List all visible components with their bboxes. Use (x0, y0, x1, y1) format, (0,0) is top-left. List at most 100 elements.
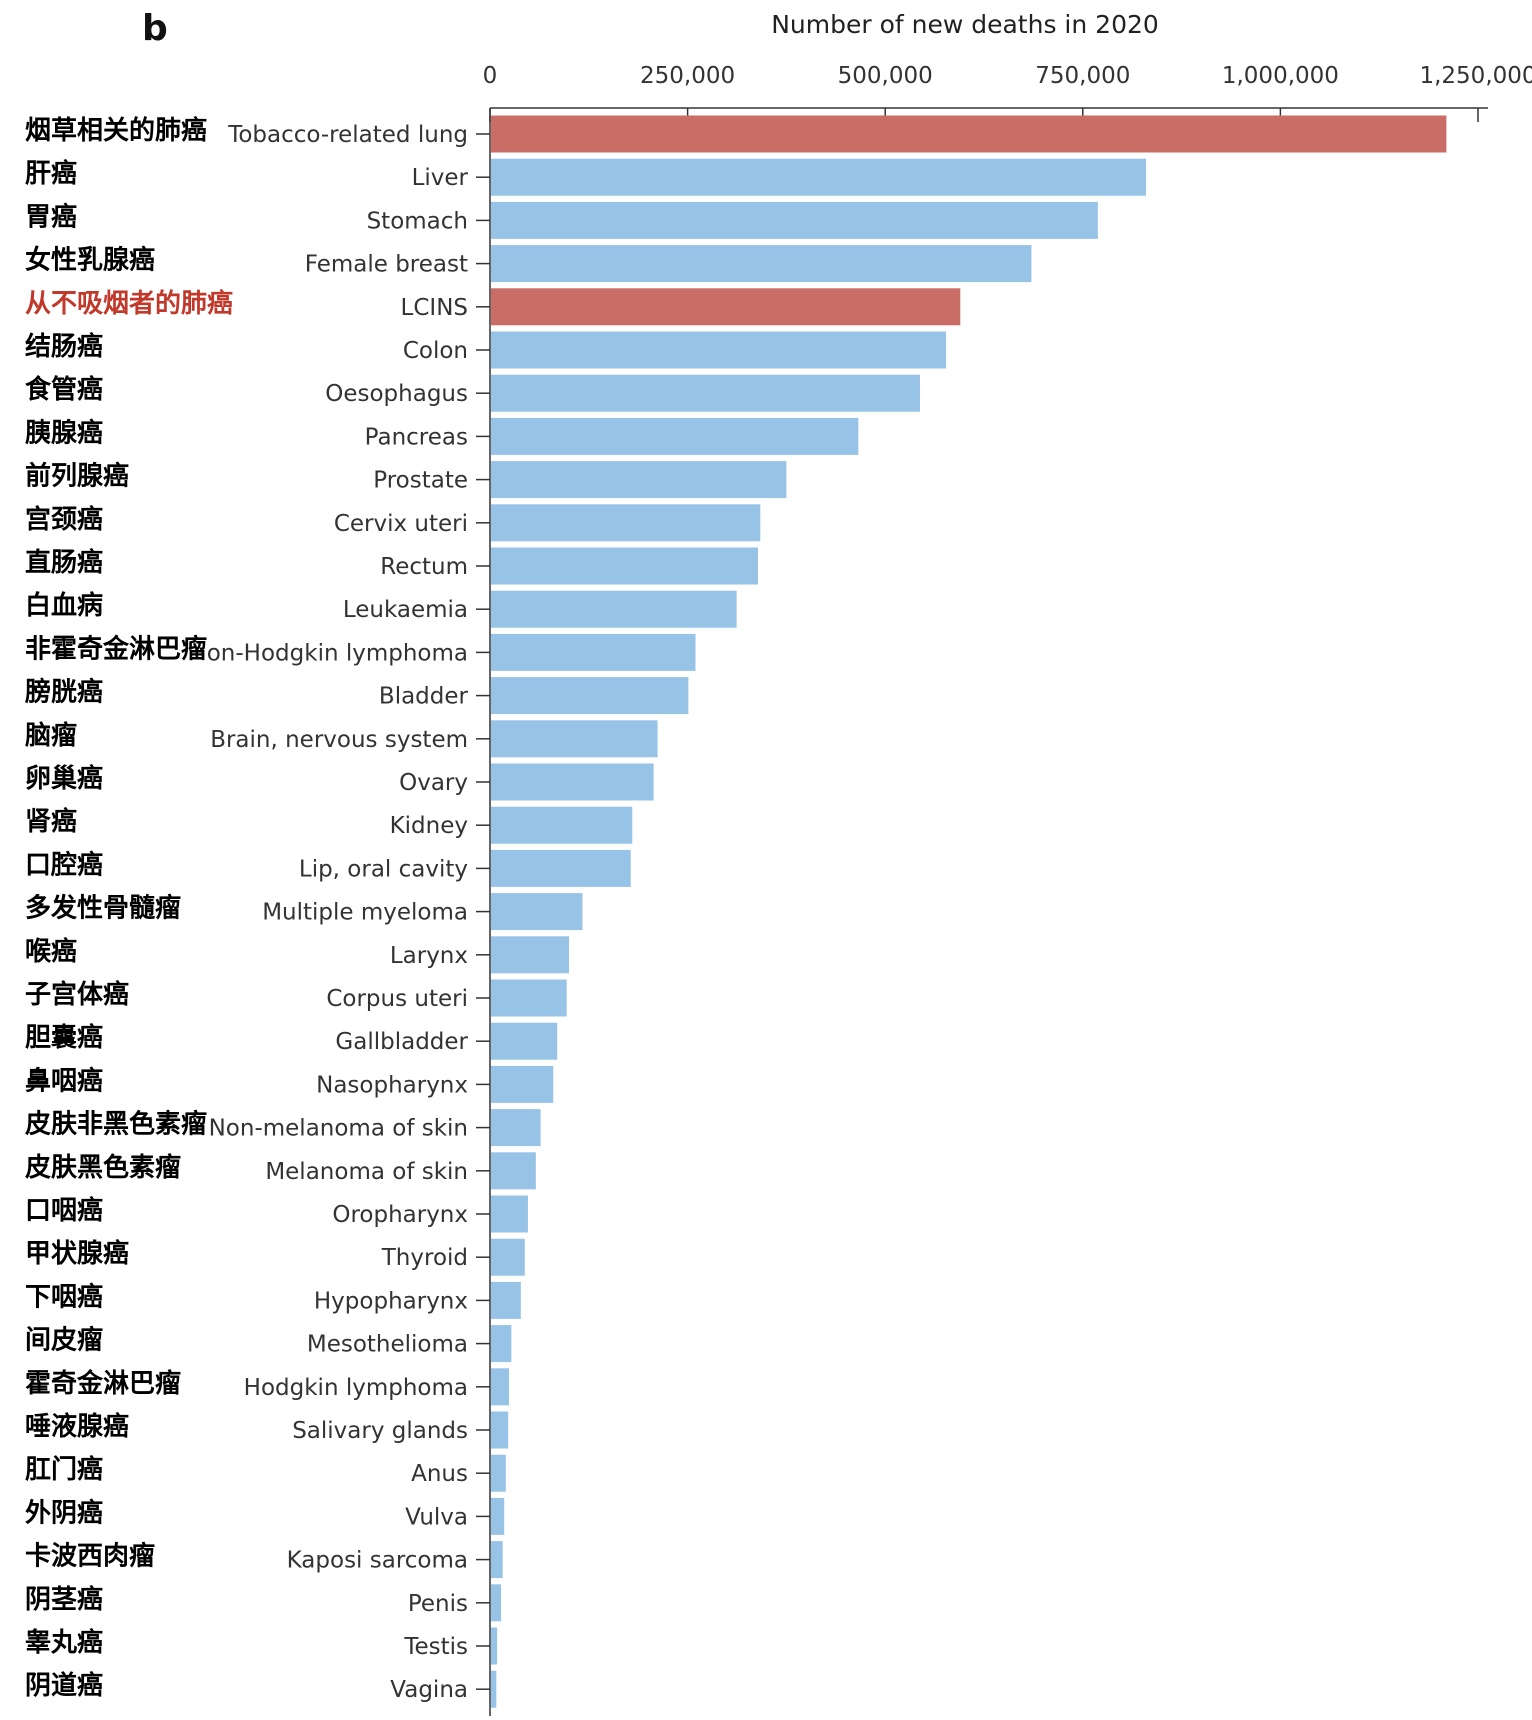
category-label-zh: 阴道癌 (25, 1670, 103, 1701)
category-label: Corpus uteri (326, 986, 468, 1012)
category-label: Kaposi sarcoma (287, 1548, 468, 1574)
category-label-zh: 白血病 (25, 590, 103, 621)
category-label-zh: 外阴癌 (25, 1497, 103, 1528)
bar (491, 461, 787, 499)
category-label-zh: 间皮瘤 (25, 1325, 103, 1356)
category-label: Cervix uteri (334, 511, 468, 537)
bar (491, 115, 1447, 153)
category-label: Vagina (390, 1677, 468, 1703)
x-tick-label: 750,000 (1035, 63, 1130, 89)
category-label: Prostate (373, 468, 468, 494)
category-label-zh: 甲状腺癌 (25, 1238, 129, 1269)
category-label-zh: 胆囊癌 (25, 1022, 103, 1053)
bar (491, 1411, 509, 1449)
bar (491, 1195, 528, 1233)
x-tick-label: 0 (483, 63, 498, 89)
category-label: Oropharynx (332, 1202, 468, 1228)
category-label: Melanoma of skin (265, 1159, 468, 1185)
bar (491, 720, 658, 758)
bars (491, 115, 1447, 1708)
category-label: Testis (403, 1634, 468, 1660)
category-label: Anus (411, 1461, 468, 1487)
bar (491, 331, 947, 369)
category-label-zh: 口咽癌 (25, 1195, 103, 1226)
category-label-zh: 卡波西肉瘤 (25, 1541, 155, 1572)
category-labels: Tobacco-related lung 烟草相关的肺癌 Liver 肝癌 Stomac… (24, 115, 490, 1703)
bar (491, 1065, 554, 1103)
category-label: Mesothelioma (307, 1332, 468, 1358)
x-tick-label: 1,000,000 (1222, 63, 1339, 89)
bar (491, 245, 1032, 283)
category-label: Thyroid (381, 1245, 468, 1271)
category-label: Lip, oral cavity (299, 856, 468, 882)
category-label-zh: 胃癌 (25, 201, 77, 232)
bar (491, 806, 633, 844)
bar (491, 849, 631, 887)
category-label-zh: 皮肤黑色素瘤 (25, 1152, 181, 1183)
category-label-zh: 卵巢癌 (25, 763, 103, 794)
bar (491, 374, 920, 412)
category-label: Vulva (405, 1504, 468, 1530)
bar (491, 1584, 502, 1622)
category-label: Liver (412, 165, 469, 191)
bar (491, 1325, 512, 1363)
bar (491, 201, 1098, 239)
bar (491, 158, 1147, 196)
category-label-zh: 下咽癌 (25, 1281, 103, 1312)
bar (491, 1454, 506, 1492)
category-label-zh: 食管癌 (25, 374, 103, 405)
category-label: Salivary glands (292, 1418, 468, 1444)
bar (491, 417, 859, 455)
bar (491, 677, 689, 715)
category-label-zh: 非霍奇金淋巴瘤 (25, 633, 207, 664)
category-label-zh: 从不吸烟者的肺癌 (25, 288, 233, 319)
category-label: Female breast (305, 252, 468, 278)
category-label-zh: 肾癌 (25, 806, 77, 837)
category-label: Leukaemia (343, 597, 468, 623)
category-label-zh: 多发性骨髓瘤 (25, 893, 181, 924)
x-axis-title: Number of new deaths in 2020 (771, 10, 1159, 39)
category-label: Non-melanoma of skin (209, 1116, 468, 1142)
category-label-zh: 宫颈癌 (25, 504, 103, 535)
category-label: Multiple myeloma (262, 900, 468, 926)
bar (491, 1281, 521, 1319)
category-label-zh: 前列腺癌 (25, 461, 129, 492)
bar (491, 979, 567, 1017)
category-label: LCINS (401, 295, 468, 321)
bar (491, 936, 570, 974)
category-label: Kidney (390, 813, 468, 839)
category-label-zh: 皮肤非黑色素瘤 (25, 1109, 207, 1140)
category-label: Tobacco-related lung (227, 122, 468, 148)
bar (491, 1238, 525, 1276)
category-label-zh: 喉癌 (25, 936, 77, 967)
bar (491, 633, 696, 671)
category-label: Pancreas (365, 424, 468, 450)
category-label: on-Hodgkin lymphoma (207, 640, 468, 666)
bar (491, 1497, 505, 1535)
bar (491, 763, 654, 801)
category-label: Larynx (390, 943, 468, 969)
bar (491, 504, 761, 542)
bar (491, 1022, 558, 1060)
category-label: Gallbladder (335, 1029, 468, 1055)
category-label-zh: 膀胱癌 (24, 677, 103, 708)
category-label: Brain, nervous system (210, 727, 468, 753)
category-label-zh: 肝癌 (25, 158, 77, 189)
x-axis: 0 250,000 500,000 750,000 1,000,000 1,250,000 (483, 63, 1532, 1720)
bar (491, 547, 758, 585)
bar (491, 893, 583, 931)
category-label: Penis (408, 1591, 468, 1617)
category-label-zh: 直肠癌 (25, 547, 103, 578)
category-label: Oesophagus (325, 381, 468, 407)
x-tick-label: 1,250,000 (1419, 63, 1532, 89)
category-label: Colon (403, 338, 468, 364)
category-label: Hodgkin lymphoma (244, 1375, 468, 1401)
category-label-zh: 脑瘤 (25, 720, 77, 751)
category-label-zh: 口腔癌 (25, 849, 103, 880)
bar (491, 590, 737, 628)
bar (491, 1627, 498, 1665)
category-label-zh: 烟草相关的肺癌 (25, 115, 207, 146)
panel-label: b (142, 8, 168, 49)
